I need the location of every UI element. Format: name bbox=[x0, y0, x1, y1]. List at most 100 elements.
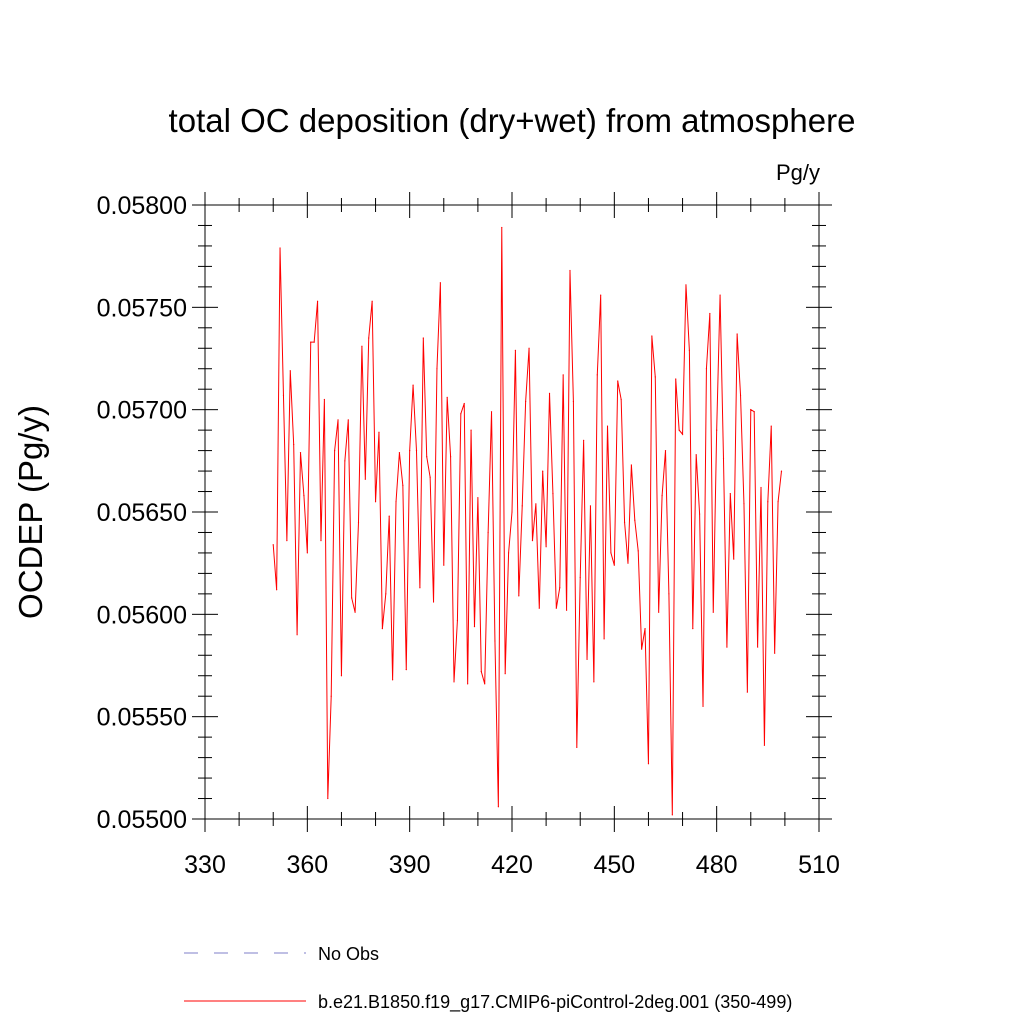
data-point bbox=[634, 519, 636, 521]
data-point bbox=[705, 368, 708, 370]
data-point bbox=[282, 394, 285, 396]
data-point bbox=[490, 411, 493, 413]
data-point bbox=[286, 540, 288, 542]
data-point bbox=[381, 628, 383, 630]
x-tick-label: 510 bbox=[798, 851, 840, 879]
data-point bbox=[310, 341, 312, 343]
data-point bbox=[320, 540, 322, 542]
data-point bbox=[572, 400, 575, 403]
chart-title: total OC deposition (dry+wet) from atmos… bbox=[169, 102, 856, 139]
data-point bbox=[364, 478, 366, 480]
data-point bbox=[702, 705, 704, 708]
data-point bbox=[303, 495, 305, 497]
data-point bbox=[712, 611, 714, 613]
data-point bbox=[439, 282, 441, 284]
x-axis-ticks bbox=[204, 192, 820, 832]
y-tick-label: 0.05500 bbox=[97, 806, 187, 834]
data-point bbox=[456, 619, 459, 622]
data-point bbox=[538, 607, 540, 609]
data-point bbox=[699, 513, 701, 515]
data-point bbox=[344, 460, 346, 462]
data-point bbox=[316, 300, 319, 302]
y-axis-label: OCDEP (Pg/y) bbox=[12, 405, 49, 619]
data-point bbox=[722, 458, 725, 460]
data-point bbox=[484, 683, 486, 685]
data-point bbox=[613, 564, 615, 566]
x-tick-label: 390 bbox=[389, 851, 431, 879]
data-point bbox=[579, 576, 581, 579]
legend-label-model-run: b.e21.B1850.f19_g17.CMIP6-piControl-2deg… bbox=[318, 992, 792, 1013]
data-point bbox=[583, 439, 585, 441]
data-point bbox=[726, 646, 728, 648]
data-point bbox=[681, 433, 684, 435]
data-point bbox=[395, 501, 397, 503]
data-point bbox=[753, 411, 755, 413]
data-point bbox=[760, 486, 762, 489]
data-point bbox=[504, 673, 506, 675]
y-axis-tick-labels: 0.05500 0.05550 0.05600 0.05650 0.05700 0.057… bbox=[97, 192, 187, 834]
data-point bbox=[644, 628, 646, 630]
x-axis-tick-labels: 330 360 390 420 450 480 510 bbox=[184, 851, 840, 879]
data-point bbox=[542, 470, 544, 472]
data-point bbox=[388, 515, 390, 517]
data-point bbox=[757, 646, 759, 648]
x-tick-label: 420 bbox=[491, 851, 533, 879]
data-point bbox=[392, 679, 394, 681]
data-point bbox=[545, 546, 547, 548]
data-point bbox=[576, 746, 578, 748]
data-point bbox=[443, 564, 445, 566]
data-point bbox=[729, 492, 731, 495]
data-point bbox=[651, 335, 653, 337]
data-point bbox=[770, 425, 772, 427]
data-point bbox=[402, 484, 404, 486]
data-point bbox=[426, 456, 428, 458]
x-tick-label: 480 bbox=[696, 851, 738, 879]
data-point bbox=[586, 658, 588, 660]
data-point bbox=[637, 550, 639, 552]
data-point bbox=[501, 226, 503, 229]
x-tick-label: 360 bbox=[286, 851, 328, 879]
data-point bbox=[565, 609, 568, 611]
data-point bbox=[463, 402, 465, 405]
data-point bbox=[596, 374, 598, 376]
data-point bbox=[685, 284, 687, 286]
data-point bbox=[774, 652, 776, 654]
data-point bbox=[293, 443, 295, 446]
data-point bbox=[719, 294, 721, 296]
data-point bbox=[405, 668, 407, 671]
data-point bbox=[559, 587, 561, 589]
data-point bbox=[688, 349, 690, 351]
data-point bbox=[562, 374, 564, 376]
data-point bbox=[507, 552, 510, 554]
data-point bbox=[739, 394, 742, 396]
data-point bbox=[610, 552, 612, 554]
legend-label-no-obs: No Obs bbox=[318, 944, 379, 964]
data-point bbox=[446, 396, 448, 398]
data-point bbox=[467, 683, 469, 685]
data-point bbox=[535, 503, 537, 505]
data-point bbox=[750, 409, 752, 411]
data-point bbox=[695, 454, 697, 456]
data-point bbox=[603, 638, 605, 640]
data-point bbox=[323, 398, 325, 401]
series-layer bbox=[272, 226, 783, 816]
data-point bbox=[733, 558, 735, 560]
data-point bbox=[746, 691, 748, 693]
data-point bbox=[299, 452, 302, 454]
data-point bbox=[630, 464, 632, 466]
data-point bbox=[334, 450, 336, 452]
units-label: Pg/y bbox=[776, 160, 820, 185]
data-point bbox=[398, 452, 401, 454]
data-point bbox=[569, 269, 571, 272]
data-point bbox=[777, 501, 779, 503]
data-point bbox=[378, 431, 380, 433]
data-point bbox=[306, 552, 308, 554]
data-point bbox=[494, 640, 496, 642]
data-point bbox=[664, 450, 667, 452]
data-point bbox=[487, 531, 489, 534]
data-point bbox=[627, 562, 629, 564]
data-point bbox=[552, 492, 554, 495]
data-point bbox=[617, 380, 619, 382]
data-point bbox=[371, 300, 373, 302]
data-point bbox=[521, 505, 523, 507]
